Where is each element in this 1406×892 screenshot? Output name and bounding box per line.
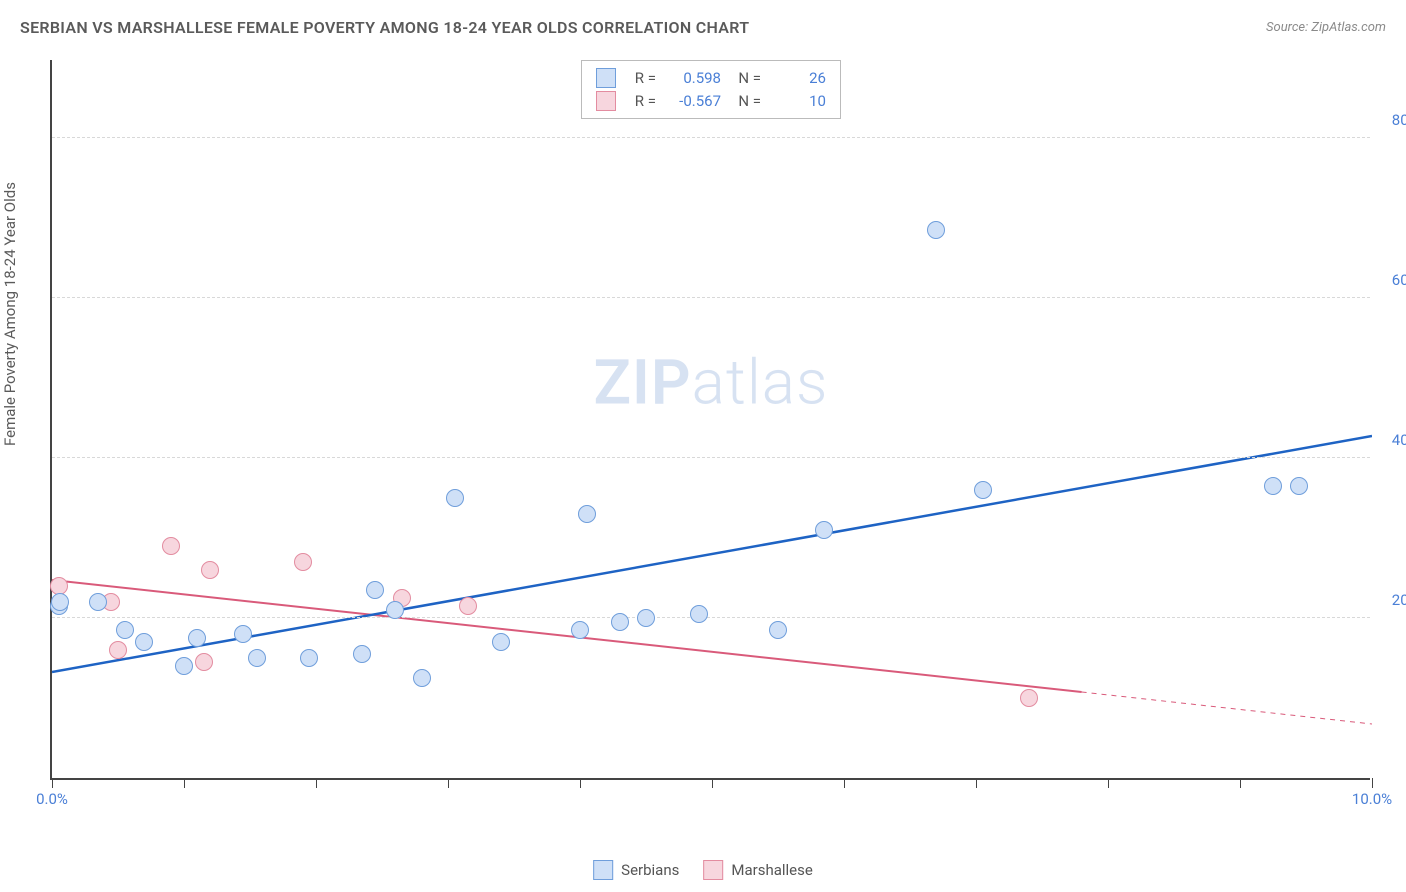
- x-tick: [184, 778, 185, 788]
- x-tick: [976, 778, 977, 788]
- data-point-serbians: [135, 633, 153, 651]
- data-point-serbians: [1290, 477, 1308, 495]
- y-axis-label: Female Poverty Among 18-24 Year Olds: [1, 182, 19, 446]
- watermark-light: atlas: [692, 347, 829, 420]
- x-tick: [712, 778, 713, 788]
- x-tick: [1240, 778, 1241, 788]
- watermark: ZIPatlas: [594, 347, 829, 420]
- data-point-serbians: [571, 621, 589, 639]
- data-point-serbians: [927, 221, 945, 239]
- legend-row-serbians: R = 0.598 N = 26: [596, 67, 826, 90]
- legend-item-serbians: Serbians: [593, 860, 679, 880]
- data-point-serbians: [611, 613, 629, 631]
- n-label: N =: [731, 90, 761, 113]
- data-point-serbians: [300, 649, 318, 667]
- chart-container: SERBIAN VS MARSHALLESE FEMALE POVERTY AM…: [0, 0, 1406, 892]
- correlation-legend: R = 0.598 N = 26 R = -0.567 N = 10: [581, 60, 841, 119]
- data-point-serbians: [637, 609, 655, 627]
- data-point-marshallese: [195, 653, 213, 671]
- r-value-serbians: 0.598: [666, 67, 721, 90]
- x-tick: [316, 778, 317, 788]
- data-point-serbians: [690, 605, 708, 623]
- gridline: [52, 457, 1370, 458]
- data-point-marshallese: [109, 641, 127, 659]
- source-attribution: Source: ZipAtlas.com: [1266, 20, 1386, 35]
- data-point-serbians: [446, 489, 464, 507]
- x-tick-label: 0.0%: [36, 790, 68, 808]
- data-point-serbians: [492, 633, 510, 651]
- data-point-serbians: [188, 629, 206, 647]
- chart-title: SERBIAN VS MARSHALLESE FEMALE POVERTY AM…: [20, 18, 749, 37]
- n-value-serbians: 26: [771, 67, 826, 90]
- x-tick: [52, 778, 53, 788]
- r-value-marshallese: -0.567: [666, 90, 721, 113]
- data-point-serbians: [1264, 477, 1282, 495]
- gridline: [52, 617, 1370, 618]
- data-point-serbians: [974, 481, 992, 499]
- legend-row-marshallese: R = -0.567 N = 10: [596, 90, 826, 113]
- r-label: R =: [626, 67, 656, 90]
- gridline: [52, 137, 1370, 138]
- y-tick-label: 60.0%: [1392, 271, 1406, 289]
- data-point-serbians: [248, 649, 266, 667]
- data-point-serbians: [89, 593, 107, 611]
- y-tick-label: 80.0%: [1392, 111, 1406, 129]
- legend-swatch-marshallese: [596, 91, 616, 111]
- data-point-serbians: [386, 601, 404, 619]
- data-point-serbians: [353, 645, 371, 663]
- x-tick-label: 10.0%: [1352, 790, 1392, 808]
- legend-label-serbians: Serbians: [621, 861, 679, 879]
- y-tick-label: 20.0%: [1392, 591, 1406, 609]
- data-point-marshallese: [459, 597, 477, 615]
- x-tick: [580, 778, 581, 788]
- legend-label-marshallese: Marshallese: [731, 861, 812, 879]
- plot-area: ZIPatlas R = 0.598 N = 26 R = -0.567 N =…: [50, 60, 1370, 780]
- data-point-serbians: [234, 625, 252, 643]
- x-tick: [844, 778, 845, 788]
- data-point-serbians: [175, 657, 193, 675]
- n-value-marshallese: 10: [771, 90, 826, 113]
- data-point-serbians: [769, 621, 787, 639]
- legend-item-marshallese: Marshallese: [703, 860, 812, 880]
- legend-swatch-serbians: [593, 860, 613, 880]
- x-tick: [1372, 778, 1373, 788]
- r-label: R =: [626, 90, 656, 113]
- regression-line: [52, 580, 1082, 692]
- data-point-marshallese: [201, 561, 219, 579]
- legend-swatch-marshallese: [703, 860, 723, 880]
- data-point-marshallese: [162, 537, 180, 555]
- regression-lines-layer: [52, 60, 1372, 780]
- regression-line: [1082, 692, 1372, 724]
- series-legend: Serbians Marshallese: [593, 860, 813, 880]
- gridline: [52, 297, 1370, 298]
- y-tick-label: 40.0%: [1392, 431, 1406, 449]
- data-point-serbians: [578, 505, 596, 523]
- data-point-marshallese: [294, 553, 312, 571]
- data-point-serbians: [815, 521, 833, 539]
- header: SERBIAN VS MARSHALLESE FEMALE POVERTY AM…: [20, 18, 1386, 37]
- x-tick: [448, 778, 449, 788]
- data-point-serbians: [51, 593, 69, 611]
- data-point-serbians: [116, 621, 134, 639]
- data-point-serbians: [413, 669, 431, 687]
- x-tick: [1108, 778, 1109, 788]
- data-point-marshallese: [1020, 689, 1038, 707]
- legend-swatch-serbians: [596, 68, 616, 88]
- watermark-bold: ZIP: [594, 347, 692, 420]
- data-point-serbians: [366, 581, 384, 599]
- n-label: N =: [731, 67, 761, 90]
